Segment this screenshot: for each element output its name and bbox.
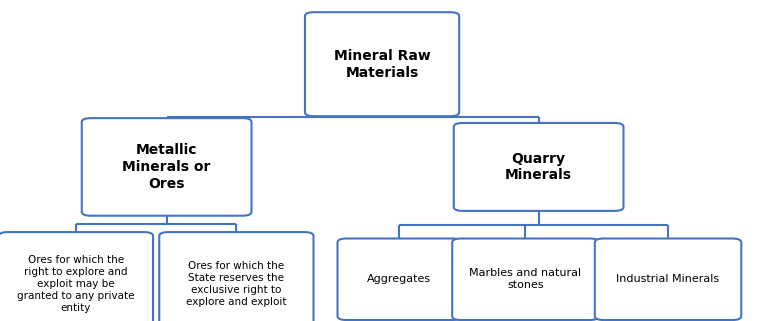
FancyBboxPatch shape (82, 118, 251, 216)
Text: Ores for which the
right to explore and
exploit may be
granted to any private
en: Ores for which the right to explore and … (17, 255, 135, 313)
FancyBboxPatch shape (595, 239, 741, 320)
FancyBboxPatch shape (0, 232, 153, 321)
FancyBboxPatch shape (453, 239, 598, 320)
FancyBboxPatch shape (338, 239, 460, 320)
Text: Aggregates: Aggregates (367, 274, 431, 284)
FancyBboxPatch shape (305, 12, 459, 116)
FancyBboxPatch shape (453, 123, 623, 211)
Text: Mineral Raw
Materials: Mineral Raw Materials (334, 49, 430, 80)
Text: Marbles and natural
stones: Marbles and natural stones (470, 268, 581, 290)
Text: Industrial Minerals: Industrial Minerals (616, 274, 720, 284)
Text: Quarry
Minerals: Quarry Minerals (505, 152, 572, 182)
Text: Metallic
Minerals or
Ores: Metallic Minerals or Ores (122, 143, 211, 191)
FancyBboxPatch shape (160, 232, 313, 321)
Text: Ores for which the
State reserves the
exclusive right to
explore and exploit: Ores for which the State reserves the ex… (186, 261, 287, 307)
